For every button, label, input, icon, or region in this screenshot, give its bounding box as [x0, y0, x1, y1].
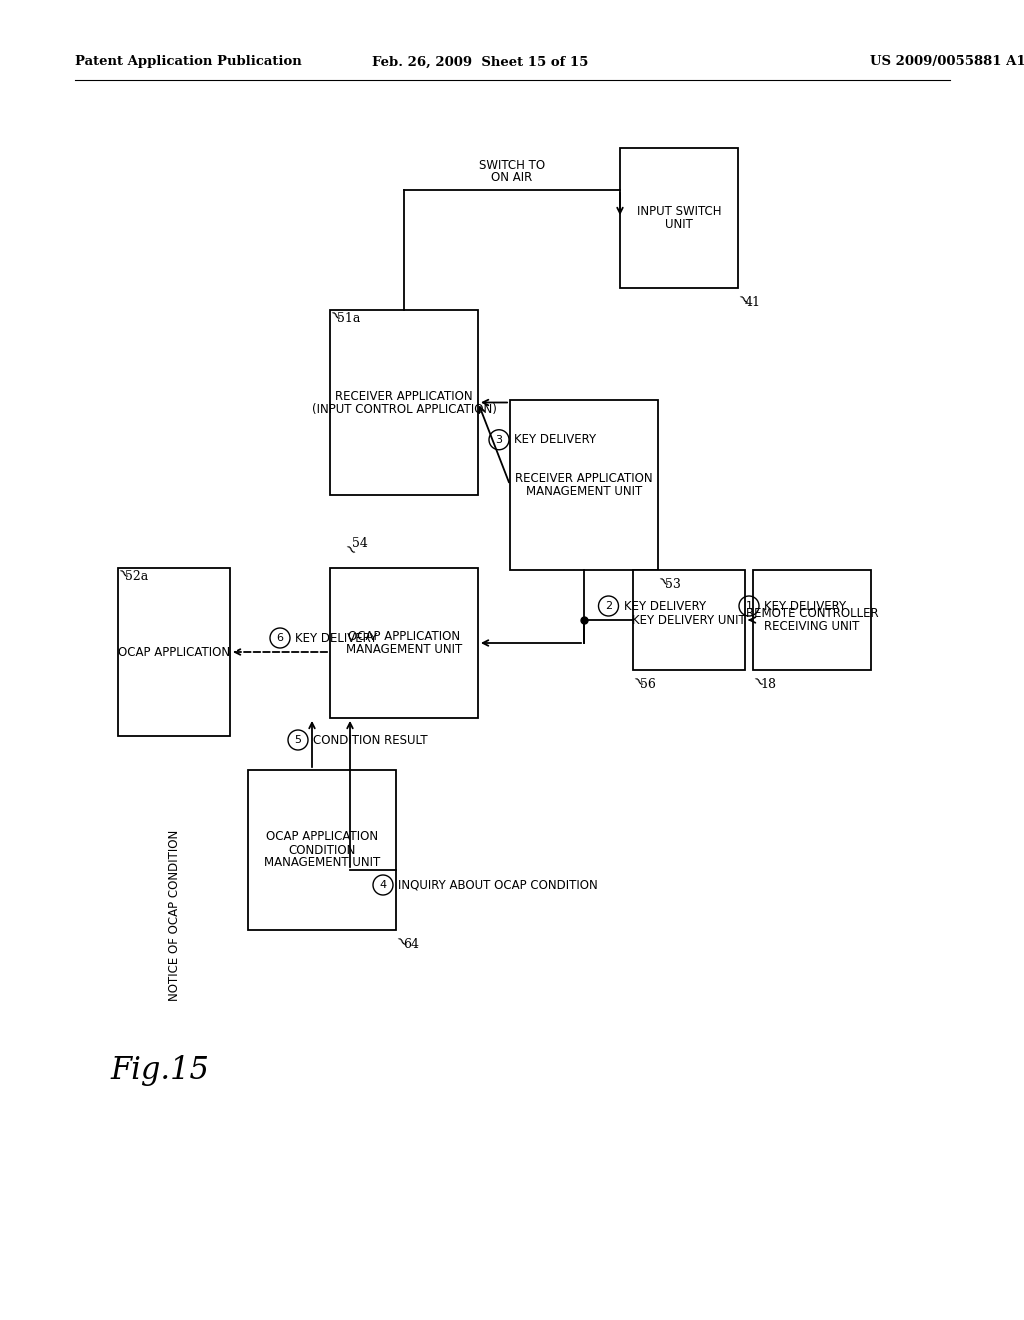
- Bar: [330, 310, 478, 495]
- Text: Feb. 26, 2009  Sheet 15 of 15: Feb. 26, 2009 Sheet 15 of 15: [372, 55, 588, 69]
- Text: 2: 2: [605, 601, 612, 611]
- Text: 5: 5: [295, 735, 301, 744]
- Text: RECEIVING UNIT: RECEIVING UNIT: [764, 620, 860, 634]
- Text: 1: 1: [745, 601, 753, 611]
- Text: REMOTE CONTROLLER: REMOTE CONTROLLER: [745, 607, 879, 620]
- Text: ~: ~: [391, 932, 411, 952]
- Text: NOTICE OF OCAP CONDITION: NOTICE OF OCAP CONDITION: [168, 829, 180, 1001]
- Text: Patent Application Publication: Patent Application Publication: [75, 55, 302, 69]
- Text: 6: 6: [276, 634, 284, 643]
- Text: OCAP APPLICATION: OCAP APPLICATION: [118, 645, 230, 659]
- Text: ~: ~: [325, 306, 345, 326]
- Text: KEY DELIVERY UNIT: KEY DELIVERY UNIT: [632, 614, 745, 627]
- Text: CONDITION RESULT: CONDITION RESULT: [313, 734, 428, 747]
- Text: (INPUT CONTROL APPLICATION): (INPUT CONTROL APPLICATION): [311, 403, 497, 416]
- Text: 4: 4: [380, 880, 387, 890]
- Text: UNIT: UNIT: [665, 218, 693, 231]
- Text: MANAGEMENT UNIT: MANAGEMENT UNIT: [264, 857, 380, 870]
- Text: KEY DELIVERY: KEY DELIVERY: [295, 631, 377, 644]
- Text: MANAGEMENT UNIT: MANAGEMENT UNIT: [526, 484, 642, 498]
- Bar: [330, 568, 478, 718]
- Text: INPUT SWITCH: INPUT SWITCH: [637, 205, 721, 218]
- Text: KEY DELIVERY: KEY DELIVERY: [624, 599, 706, 612]
- Text: ~: ~: [340, 540, 359, 560]
- Text: OCAP APPLICATION: OCAP APPLICATION: [348, 630, 460, 643]
- Text: 41: 41: [745, 296, 761, 309]
- Bar: [620, 148, 738, 288]
- Bar: [118, 568, 230, 737]
- Text: US 2009/0055881 A1: US 2009/0055881 A1: [870, 55, 1024, 69]
- Text: ~: ~: [653, 572, 673, 591]
- Text: 64: 64: [403, 939, 419, 950]
- Bar: [633, 570, 745, 671]
- Text: 53: 53: [665, 578, 681, 591]
- Text: ~: ~: [113, 564, 133, 583]
- Text: 51a: 51a: [337, 312, 360, 325]
- Bar: [248, 770, 396, 931]
- Text: 54: 54: [352, 537, 368, 550]
- Text: RECEIVER APPLICATION: RECEIVER APPLICATION: [515, 473, 653, 484]
- Text: CONDITION: CONDITION: [289, 843, 355, 857]
- Text: ~: ~: [748, 672, 768, 692]
- Text: INQUIRY ABOUT OCAP CONDITION: INQUIRY ABOUT OCAP CONDITION: [398, 879, 598, 891]
- Text: SWITCH TO: SWITCH TO: [479, 158, 545, 172]
- Text: ~: ~: [628, 672, 647, 692]
- Text: MANAGEMENT UNIT: MANAGEMENT UNIT: [346, 643, 462, 656]
- Text: 18: 18: [760, 678, 776, 690]
- Text: OCAP APPLICATION: OCAP APPLICATION: [266, 830, 378, 843]
- Text: KEY DELIVERY: KEY DELIVERY: [764, 599, 846, 612]
- Text: KEY DELIVERY: KEY DELIVERY: [514, 433, 596, 446]
- Text: ON AIR: ON AIR: [492, 172, 532, 183]
- Text: Fig.15: Fig.15: [110, 1055, 209, 1085]
- Text: 56: 56: [640, 678, 656, 690]
- Text: 52a: 52a: [125, 570, 148, 583]
- Bar: [753, 570, 871, 671]
- Bar: [510, 400, 658, 570]
- Text: ~: ~: [733, 290, 753, 310]
- Text: 3: 3: [496, 434, 503, 445]
- Text: RECEIVER APPLICATION: RECEIVER APPLICATION: [335, 389, 473, 403]
